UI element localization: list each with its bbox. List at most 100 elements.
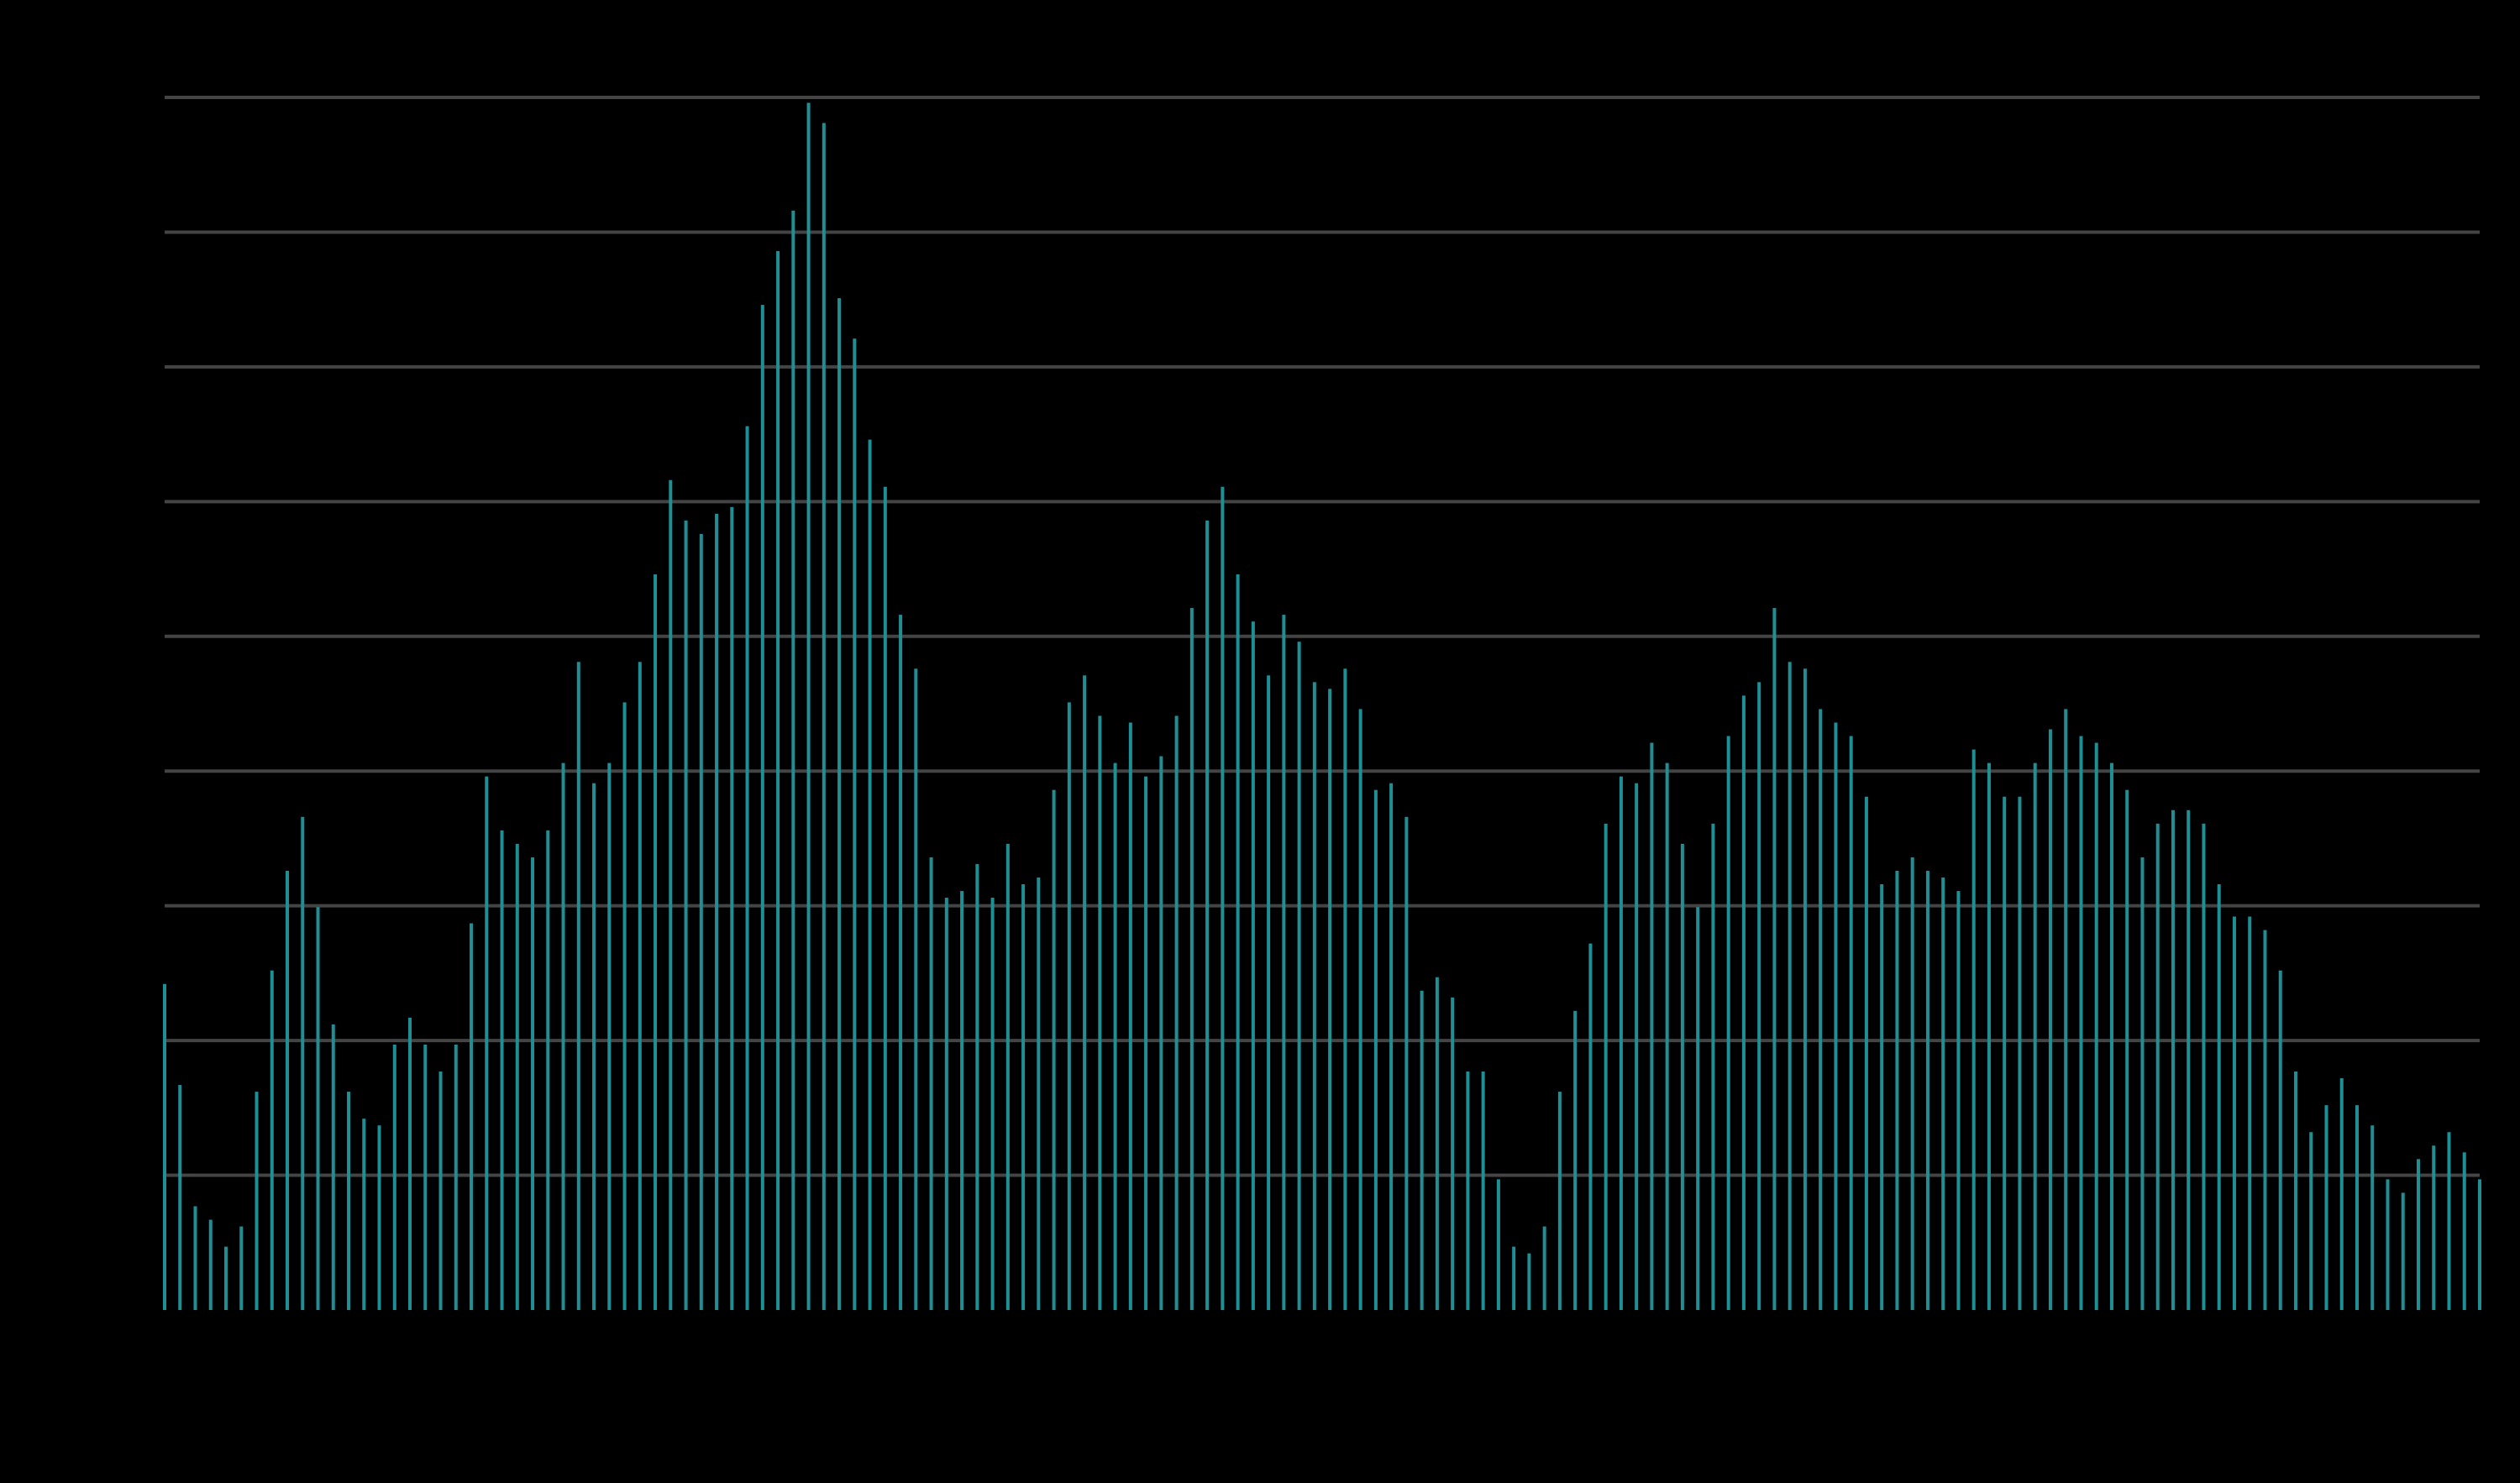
bar-86: [1481, 1072, 1485, 1310]
bar-14: [377, 1125, 381, 1310]
bar-142: [2339, 1078, 2344, 1310]
bar-23: [515, 843, 519, 1310]
bar-15: [392, 1044, 396, 1310]
bar-123: [2048, 729, 2052, 1310]
bar-63: [1128, 722, 1132, 1310]
bar-84: [1451, 997, 1455, 1310]
bar-114: [1910, 857, 1914, 1310]
bar-70: [1236, 574, 1240, 1310]
bar-16: [408, 1017, 412, 1310]
bar-133: [2202, 823, 2206, 1310]
bar-124: [2064, 709, 2068, 1310]
bar-10: [316, 907, 320, 1310]
bar-107: [1803, 668, 1807, 1310]
bar-9: [301, 816, 305, 1310]
bar-series: [163, 102, 2481, 1311]
bar-29: [607, 762, 612, 1310]
bar-77: [1343, 668, 1347, 1310]
bar-110: [1849, 736, 1853, 1310]
bar-32: [654, 574, 658, 1310]
bar-6: [255, 1092, 259, 1310]
bar-50: [929, 857, 933, 1310]
bar-22: [500, 830, 504, 1310]
bar-42: [806, 102, 811, 1310]
bar-96: [1635, 783, 1639, 1310]
bar-60: [1083, 675, 1087, 1310]
bar-35: [699, 533, 703, 1310]
bar-66: [1174, 715, 1179, 1310]
bar-103: [1741, 695, 1746, 1310]
bar-69: [1221, 486, 1225, 1310]
bar-128: [2125, 789, 2129, 1310]
bar-64: [1144, 776, 1148, 1310]
bar-112: [1880, 884, 1884, 1310]
bar-105: [1772, 608, 1777, 1310]
bar-78: [1358, 709, 1362, 1310]
bar-18: [438, 1072, 443, 1310]
bar-3: [208, 1219, 213, 1310]
bar-119: [1987, 762, 1991, 1310]
bar-108: [1819, 709, 1823, 1310]
bar-122: [2033, 762, 2037, 1310]
bar-52: [960, 891, 964, 1310]
bar-104: [1757, 682, 1761, 1310]
bar-72: [1267, 675, 1271, 1310]
bar-146: [2401, 1192, 2405, 1310]
bar-48: [899, 615, 903, 1310]
bar-12: [347, 1092, 351, 1310]
bar-149: [2447, 1132, 2451, 1310]
bar-37: [730, 506, 734, 1310]
bar-136: [2248, 916, 2252, 1310]
bar-130: [2155, 823, 2160, 1310]
bar-87: [1496, 1179, 1500, 1310]
bar-92: [1573, 1010, 1578, 1310]
bar-34: [684, 520, 688, 1310]
bar-30: [622, 702, 627, 1310]
bar-99: [1680, 843, 1684, 1310]
bar-61: [1098, 715, 1102, 1310]
bar-44: [837, 298, 842, 1310]
bar-140: [2309, 1132, 2313, 1310]
bar-82: [1420, 990, 1424, 1310]
bar-137: [2263, 930, 2267, 1310]
bar-40: [776, 250, 780, 1310]
bar-59: [1067, 702, 1071, 1310]
bar-116: [1941, 877, 1945, 1310]
bar-17: [423, 1044, 428, 1310]
bar-65: [1159, 756, 1163, 1310]
bar-126: [2094, 742, 2098, 1310]
bar-33: [669, 479, 673, 1310]
bar-98: [1665, 762, 1669, 1310]
bar-134: [2217, 884, 2221, 1310]
bar-19: [454, 1044, 458, 1310]
bar-68: [1205, 520, 1210, 1310]
bar-143: [2355, 1105, 2359, 1310]
bar-7: [270, 970, 274, 1310]
bar-120: [2003, 796, 2007, 1310]
bar-88: [1512, 1246, 1516, 1310]
bar-41: [791, 210, 795, 1310]
bar-118: [1971, 749, 1976, 1310]
bar-31: [638, 662, 642, 1310]
bar-81: [1404, 816, 1409, 1310]
bar-76: [1328, 689, 1332, 1310]
bar-95: [1619, 776, 1623, 1310]
bar-74: [1297, 642, 1301, 1310]
bar-145: [2386, 1179, 2390, 1310]
bar-26: [561, 762, 565, 1310]
bar-13: [362, 1119, 366, 1310]
bar-8: [286, 870, 290, 1310]
bar-91: [1557, 1092, 1562, 1310]
bar-20: [470, 923, 474, 1310]
bar-25: [546, 830, 550, 1310]
bar-1: [178, 1085, 182, 1310]
bar-138: [2278, 970, 2282, 1310]
bar-36: [715, 513, 719, 1310]
bar-57: [1037, 877, 1041, 1310]
bar-117: [1956, 891, 1961, 1310]
bar-73: [1282, 615, 1286, 1310]
bar-89: [1527, 1253, 1531, 1310]
bar-46: [868, 439, 872, 1310]
